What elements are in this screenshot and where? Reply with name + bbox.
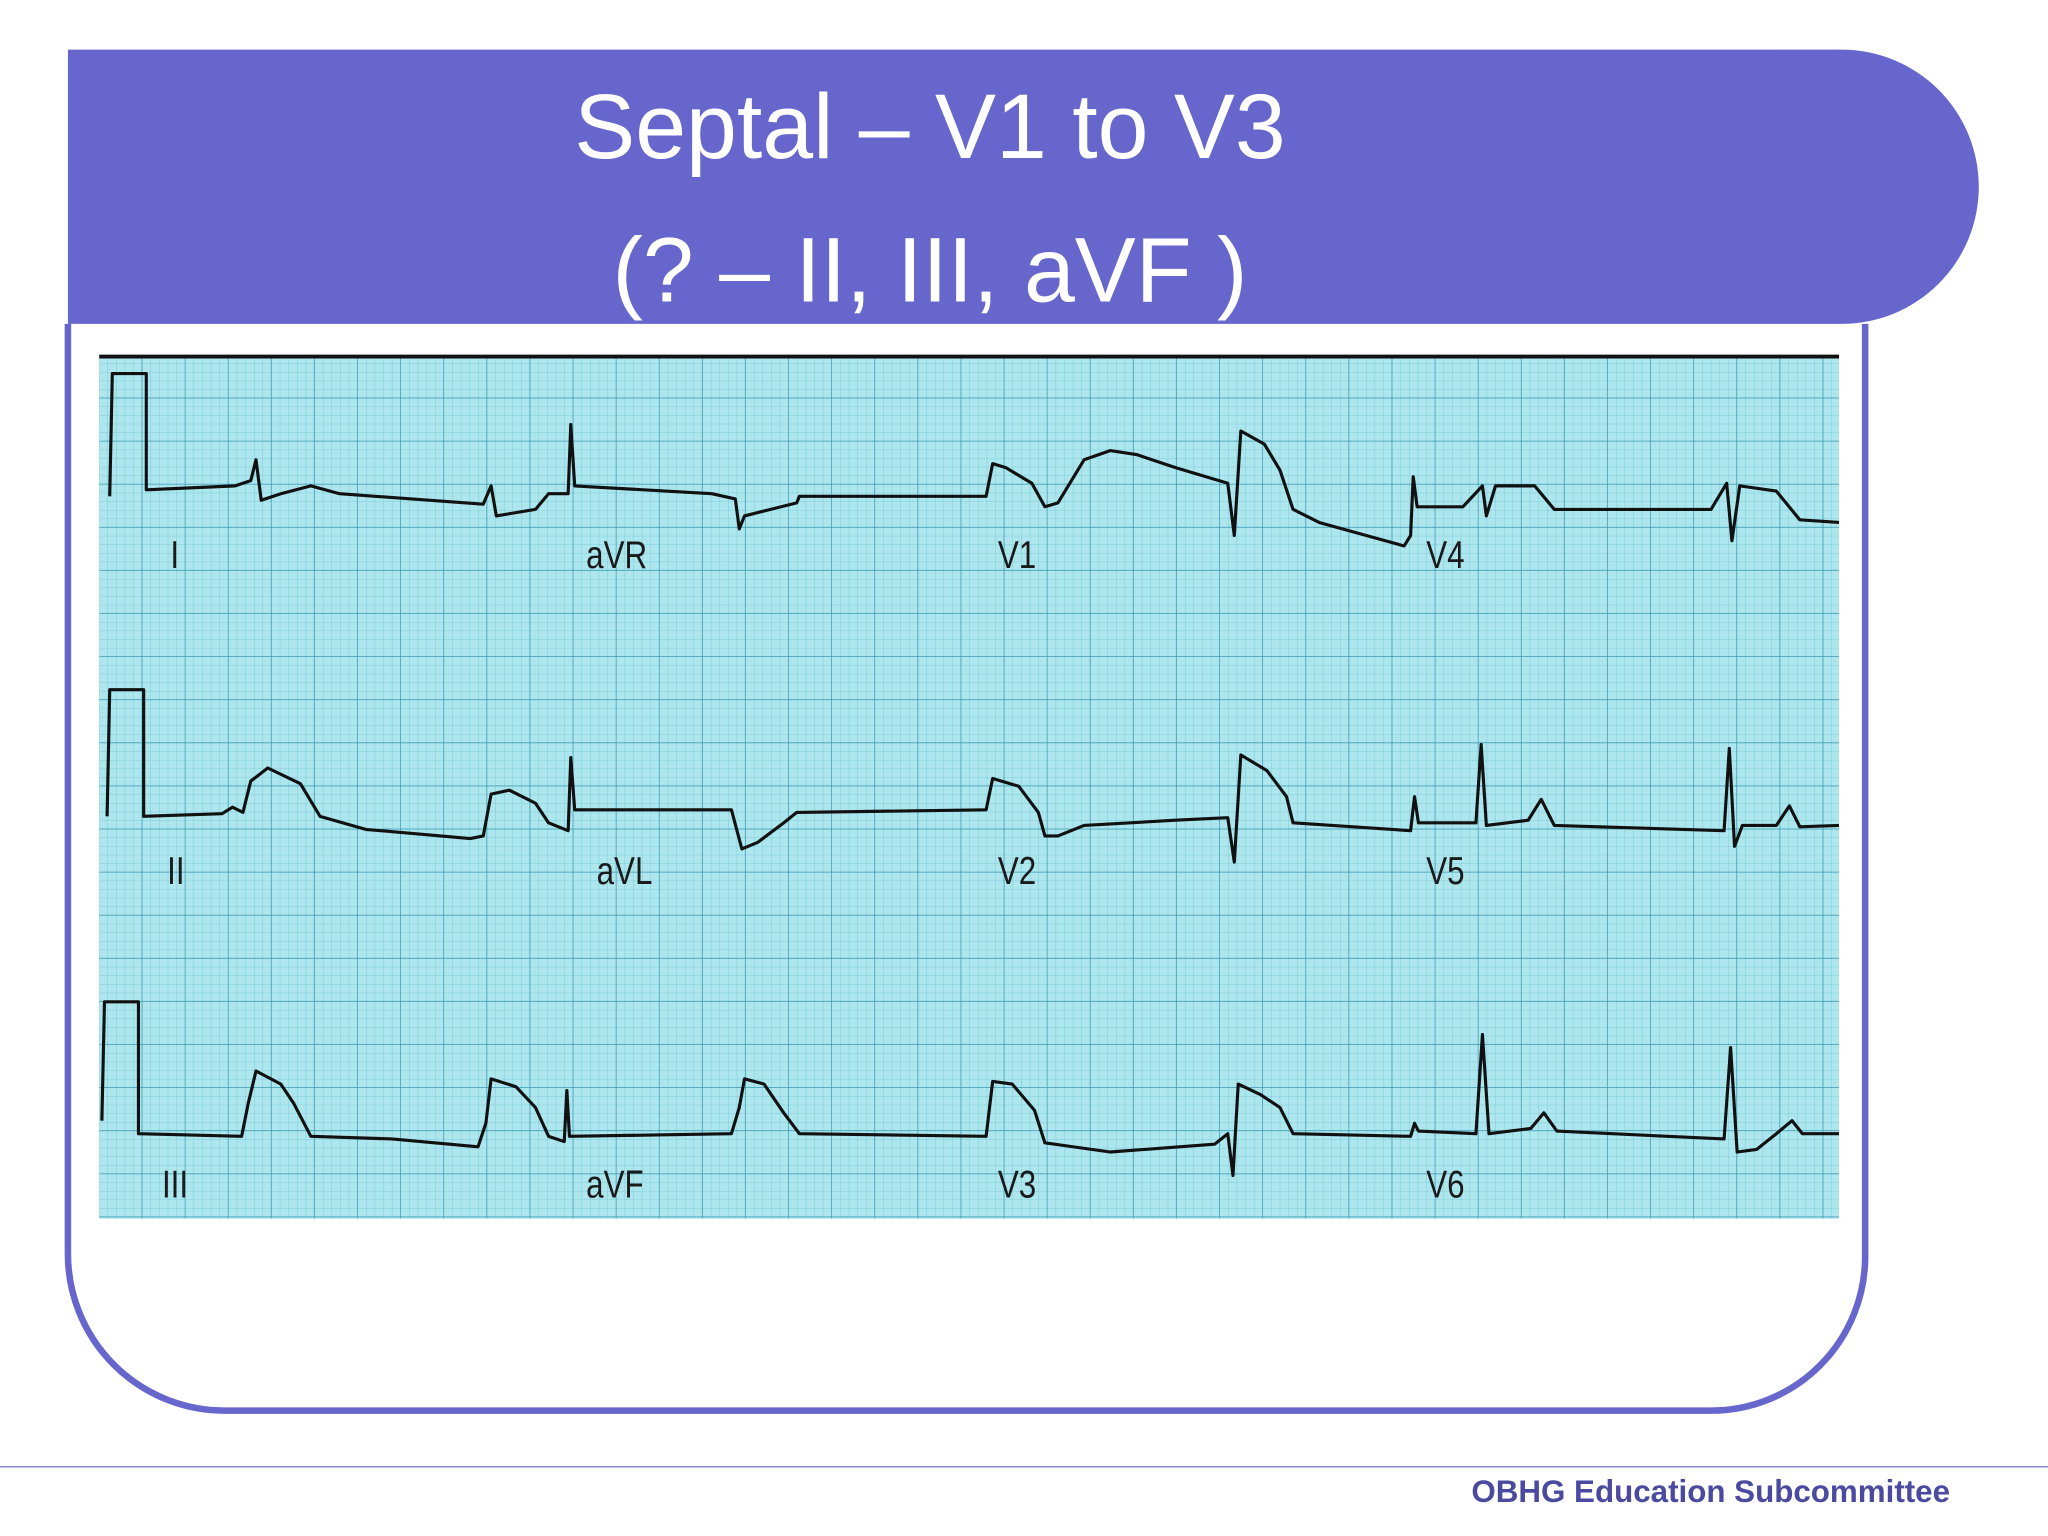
lead-label: I (170, 533, 179, 577)
ecg-major-grid (99, 355, 1840, 1219)
lead-label: III (162, 1162, 188, 1206)
lead-label: V3 (998, 1162, 1036, 1206)
ecg-strip: I aVR V1 V4 II aVL V2 V5 III aVF V3 V6 (99, 354, 1840, 1219)
lead-label: V1 (998, 533, 1036, 577)
lead-label: V5 (1426, 849, 1464, 893)
ecg-trace-row-1 (108, 371, 1840, 548)
lead-labels: I aVR V1 V4 II aVL V2 V5 III aVF V3 V6 (162, 533, 1465, 1207)
ecg-trace-row-3 (100, 1000, 1840, 1178)
title-line-1: Septal – V1 to V3 (574, 76, 1285, 178)
header-band (67, 49, 1979, 324)
lead-label: V2 (998, 849, 1036, 893)
lead-label: II (167, 849, 184, 893)
ecg-trace-row-2 (105, 688, 1840, 864)
lead-label: V6 (1426, 1162, 1464, 1206)
lead-label: V4 (1426, 533, 1464, 577)
lead-label: aVF (586, 1162, 643, 1206)
lead-label: aVL (597, 849, 653, 893)
lead-label: aVR (586, 533, 647, 577)
footer-text: OBHG Education Subcommittee (1471, 1474, 1950, 1509)
title-line-2: (? – II, III, aVF ) (612, 220, 1247, 322)
